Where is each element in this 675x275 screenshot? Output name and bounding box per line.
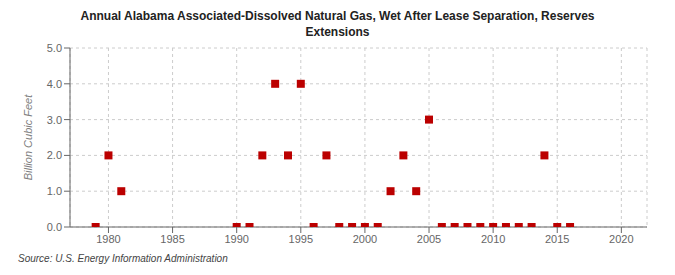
svg-text:Billion Cubic Feet: Billion Cubic Feet — [22, 94, 34, 181]
svg-text:0.0: 0.0 — [47, 221, 62, 233]
html-text:Extensions: Extensions — [305, 25, 370, 39]
svg-text:1995: 1995 — [289, 233, 313, 245]
svg-text:1.0: 1.0 — [47, 185, 62, 197]
svg-text:2.0: 2.0 — [47, 149, 62, 161]
svg-text:2005: 2005 — [417, 233, 441, 245]
svg-text:1985: 1985 — [160, 233, 184, 245]
svg-text:2000: 2000 — [353, 233, 377, 245]
svg-text:2015: 2015 — [545, 233, 569, 245]
svg-text:4.0: 4.0 — [47, 78, 62, 90]
svg-text:3.0: 3.0 — [47, 114, 62, 126]
html-text:Source: U.S. Energy Informatio: Source: U.S. Energy Information Administ… — [18, 253, 228, 264]
svg-text:2010: 2010 — [481, 233, 505, 245]
svg-text:1990: 1990 — [224, 233, 248, 245]
html-text:Annual Alabama Associated-Diss: Annual Alabama Associated-Dissolved Natu… — [80, 9, 595, 23]
svg-text:2020: 2020 — [609, 233, 633, 245]
svg-text:5.0: 5.0 — [47, 42, 62, 54]
svg-text:1980: 1980 — [96, 233, 120, 245]
